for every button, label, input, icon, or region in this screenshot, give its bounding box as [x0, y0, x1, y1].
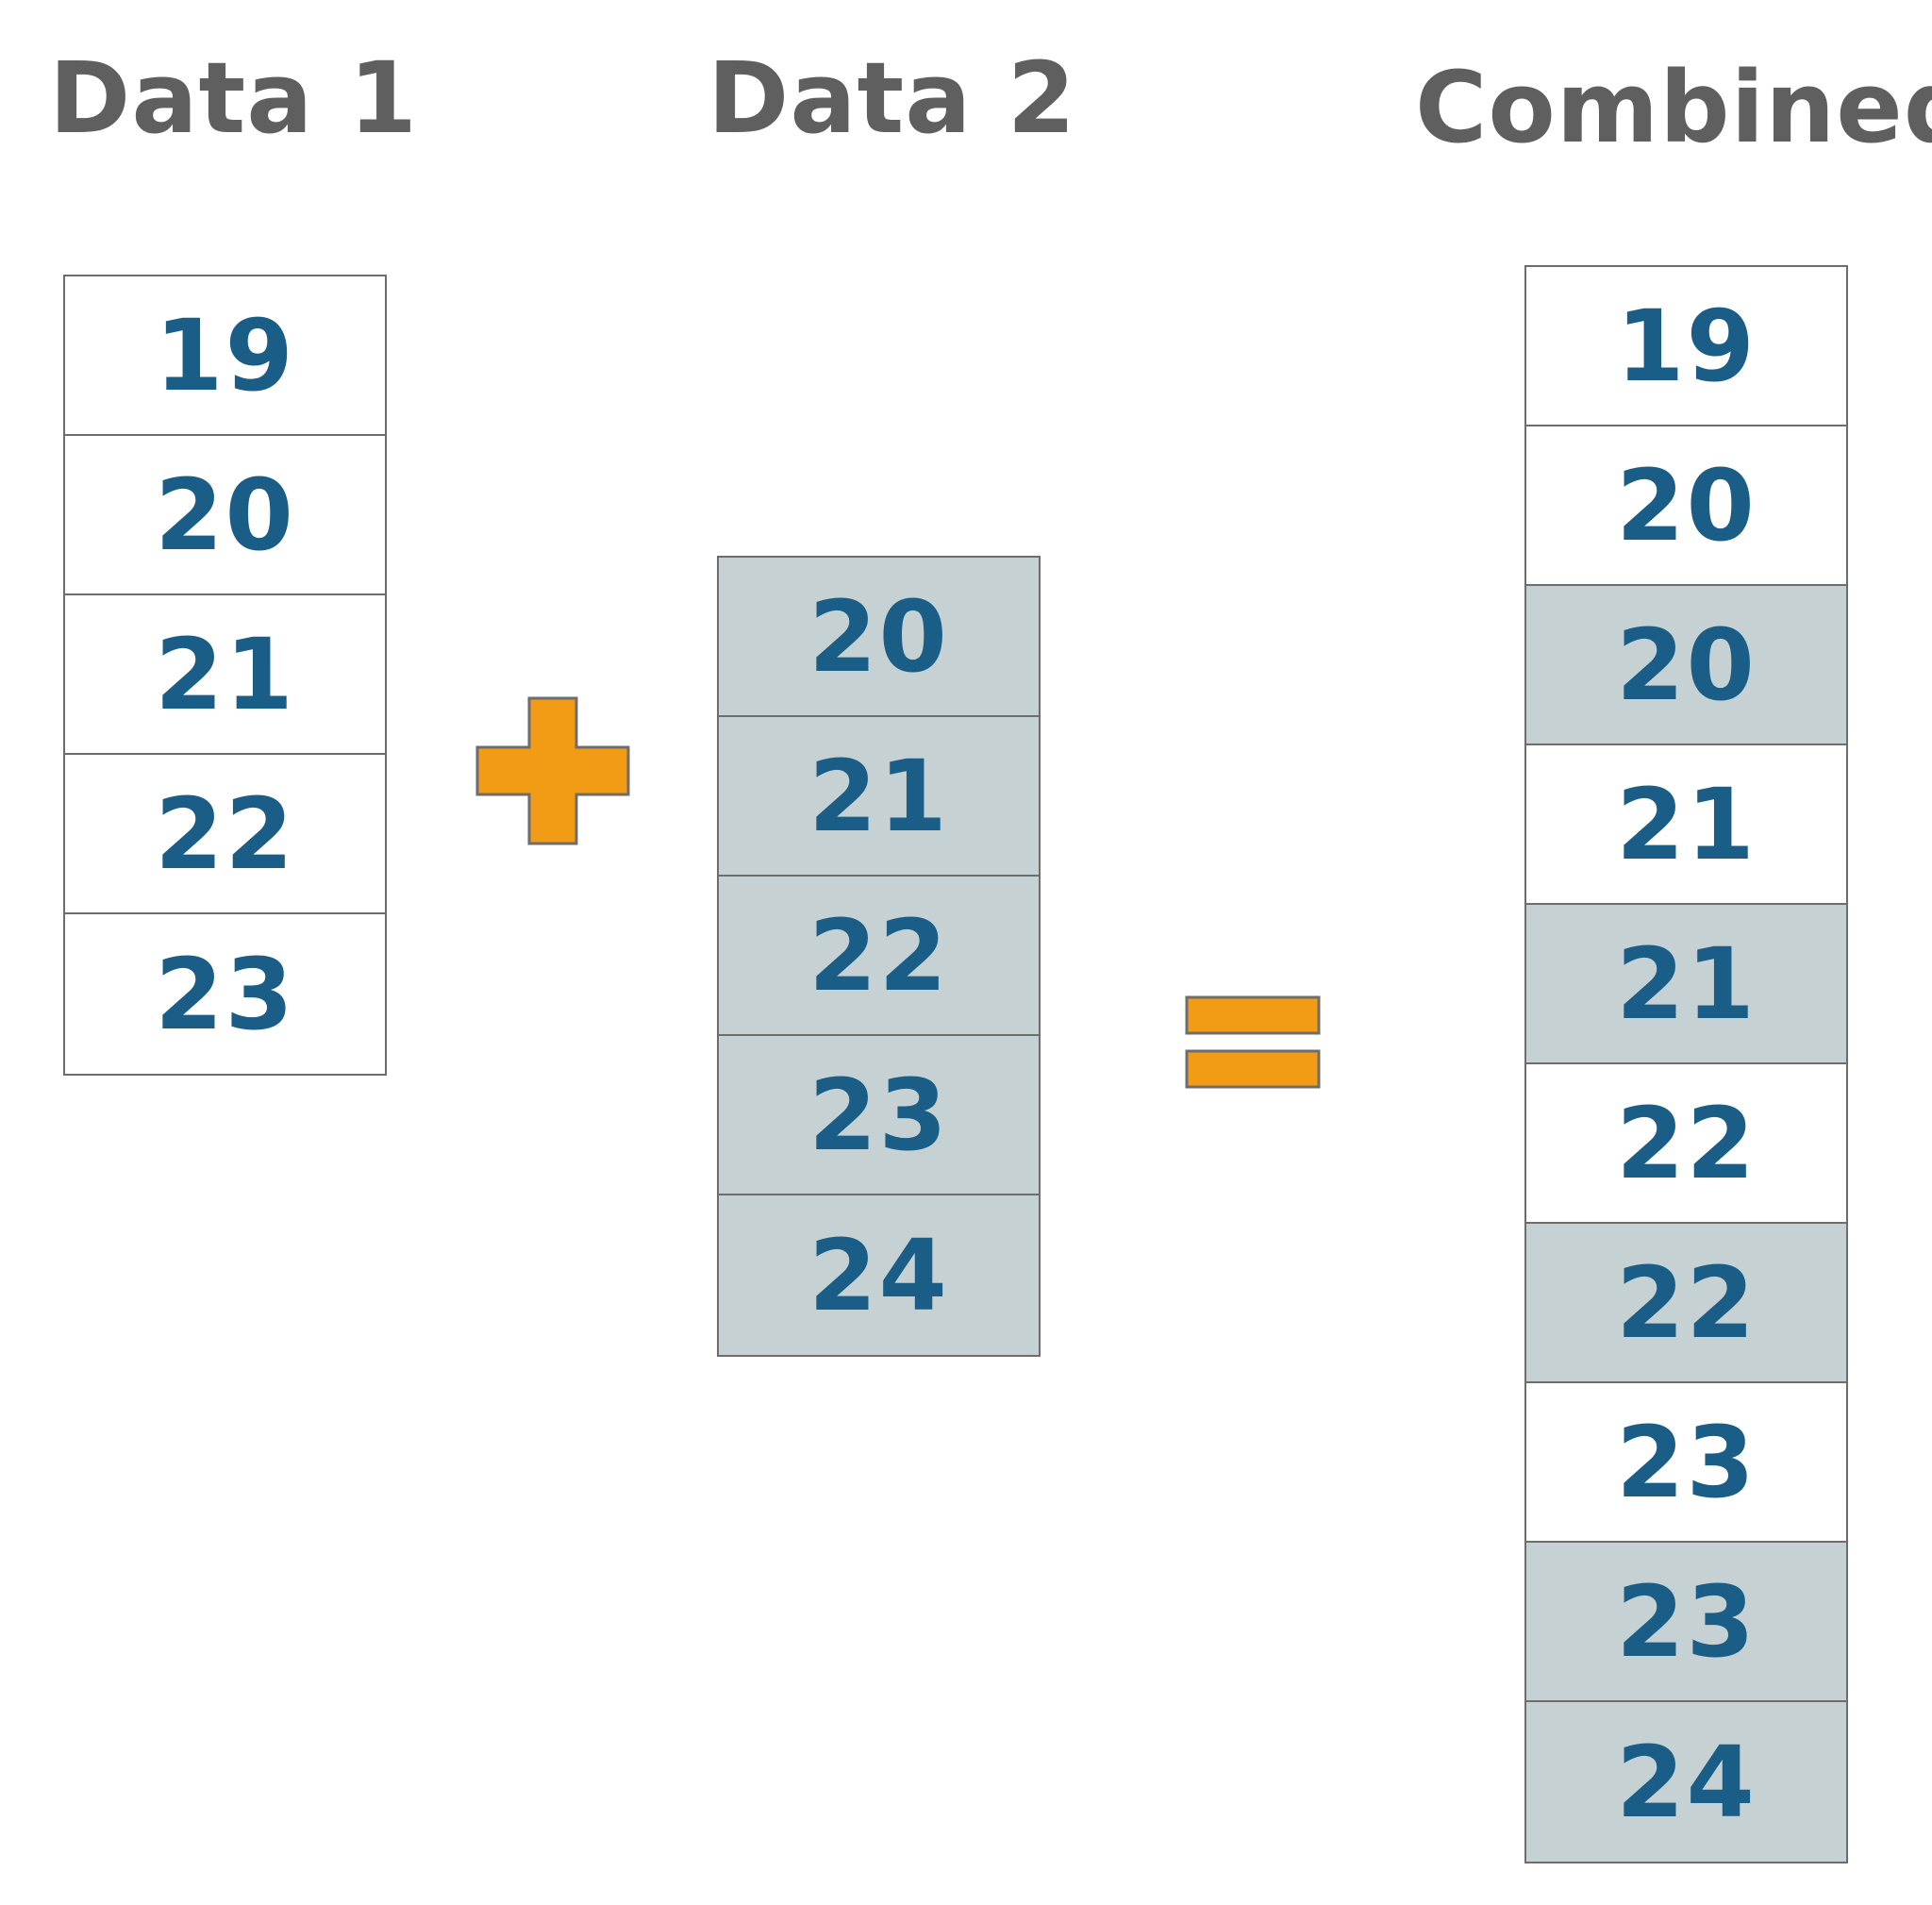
combined-heading: Combined: [1415, 50, 1932, 165]
data1-cell: 22: [65, 755, 385, 914]
data2-cell: 24: [719, 1195, 1039, 1355]
data1-cell: 23: [65, 914, 385, 1074]
combined-cell: 21: [1526, 905, 1846, 1064]
data2-cell: 23: [719, 1036, 1039, 1195]
plus-icon: [475, 696, 630, 845]
data2-heading: Data 2: [708, 41, 1076, 156]
combined-cell: 21: [1526, 745, 1846, 905]
combined-cell: 23: [1526, 1383, 1846, 1543]
combined-stack: 19 20 20 21 21 22 22 23 23 24: [1524, 265, 1848, 1863]
combined-cell: 22: [1526, 1224, 1846, 1383]
data1-heading: Data 1: [49, 41, 418, 156]
combined-cell: 22: [1526, 1064, 1846, 1224]
combined-cell: 19: [1526, 267, 1846, 426]
data2-stack: 20 21 22 23 24: [717, 556, 1041, 1357]
data1-cell: 19: [65, 276, 385, 436]
data1-cell: 21: [65, 595, 385, 755]
data1-cell: 20: [65, 436, 385, 595]
data2-cell: 20: [719, 558, 1039, 717]
data1-stack: 19 20 21 22 23: [63, 275, 387, 1076]
data2-cell: 22: [719, 877, 1039, 1036]
combined-cell: 20: [1526, 426, 1846, 586]
data2-cell: 21: [719, 717, 1039, 877]
combined-cell: 24: [1526, 1702, 1846, 1862]
combined-cell: 20: [1526, 586, 1846, 745]
combined-cell: 23: [1526, 1543, 1846, 1702]
equals-icon: [1185, 995, 1321, 1090]
